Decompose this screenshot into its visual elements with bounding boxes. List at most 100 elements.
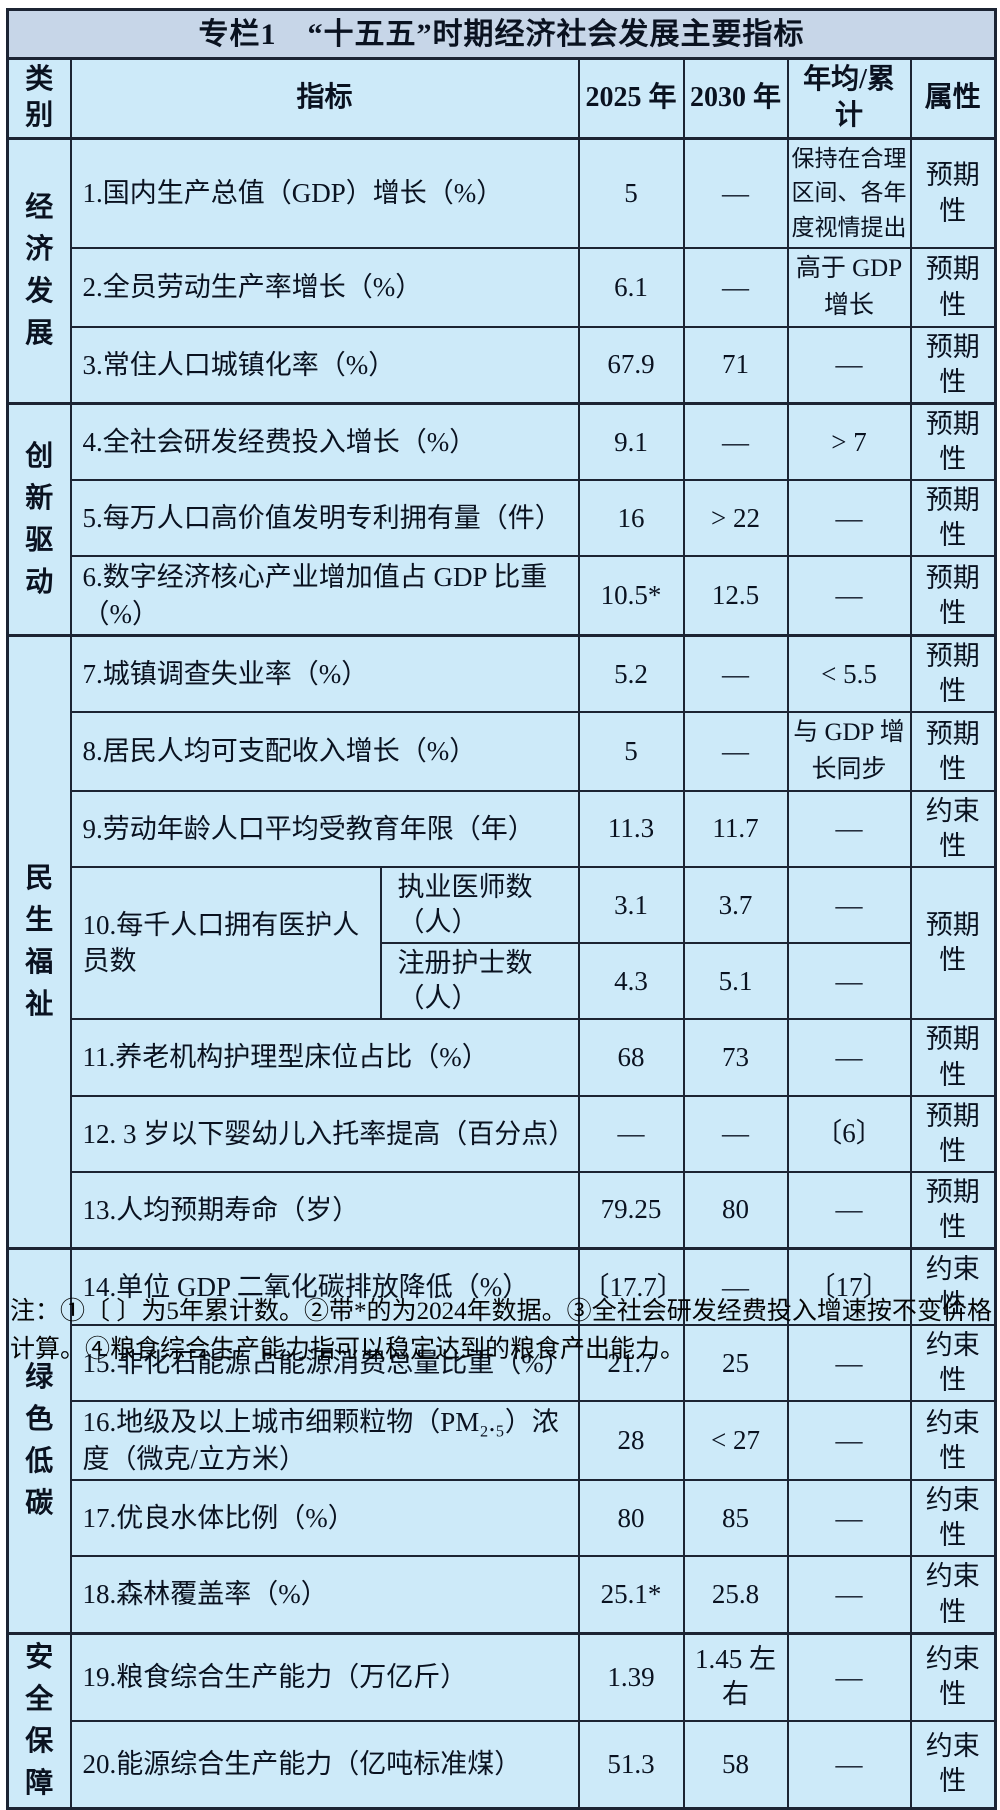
value-2030-cell: — (682, 247, 789, 328)
indicator-cell: 18.森林覆盖率（%） (69, 1555, 580, 1635)
indicator-cell: 16.地级及以上城市细颗粒物（PM₂.₅）浓度（微克/立方米） (69, 1400, 580, 1482)
value-2025-cell: 10.5* (577, 555, 685, 637)
value-2025-cell: 28 (577, 1400, 685, 1482)
table-row: 安全保障 19.粮食综合生产能力（万亿斤） 1.39 1.45 左右 — 约束性 (6, 1631, 997, 1810)
col-header-2025: 2025 年 (577, 57, 685, 140)
table-row: 3.常住人口城镇化率（%） 67.9 71 — 预期性 (8, 325, 997, 405)
value-2025-cell: 9.1 (577, 401, 685, 482)
value-2025-cell: 80 (577, 1479, 685, 1558)
value-2030-cell: 1.45 左右 (682, 1631, 789, 1722)
footnote: 注：①〔 〕为5年累计数。②带*的为2024年数据。③全社会研发经费投入增速按不… (10, 1298, 992, 1363)
indicator-cell: 17.优良水体比例（%） (69, 1479, 580, 1558)
title-row: 专栏1 “十五五”时期经济社会发展主要指标 (6, 8, 997, 60)
attr-cell: 预期性 (909, 401, 997, 482)
sub-indicator-cell: 注册护士数（人） (379, 942, 580, 1021)
table-row: 注册护士数（人） 4.3 5.1 — (8, 942, 996, 1021)
indicator-cell: 1.国内生产总值（GDP）增长（%） (69, 136, 580, 250)
indicator-cell: 7.城镇调查失业率（%） (69, 634, 580, 714)
indicator-cell: 2.全员劳动生产率增长（%） (69, 247, 580, 328)
value-2030-cell: 25.8 (682, 1555, 789, 1635)
table-row: 2.全员劳动生产率增长（%） 6.1 — 高于 GDP 增长 预期性 (8, 247, 997, 328)
value-2025-cell: 67.9 (577, 325, 685, 405)
avg-cell: — (786, 1719, 912, 1810)
value-2030-cell: 12.5 (682, 555, 789, 637)
attr-cell: 预期性 (909, 325, 997, 405)
value-2025-cell: 1.39 (577, 1631, 685, 1722)
attr-cell: 预期性 (909, 1170, 997, 1250)
avg-cell: 保持在合理区间、各年度视情提出 (786, 136, 912, 250)
value-2025-cell: 68 (577, 1018, 685, 1097)
col-header-2030: 2030 年 (682, 57, 789, 140)
value-2025-cell: 〔17.7〕 (577, 1247, 685, 1327)
table-row: 17.优良水体比例（%） 80 85 — 约束性 (8, 1479, 997, 1558)
value-2030-cell: — (682, 711, 789, 792)
value-2030-cell: 73 (682, 1018, 789, 1097)
value-2030-cell: — (682, 634, 789, 714)
value-2030-cell: 71 (682, 325, 789, 405)
avg-cell: — (786, 789, 912, 869)
attr-cell: 预期性 (909, 634, 997, 714)
value-2025-cell: 5 (577, 711, 685, 792)
table-row: 13.人均预期寿命（岁） 79.25 80 — 预期性 (8, 1170, 997, 1250)
attr-cell: 预期性 (909, 1094, 997, 1173)
value-2030-cell: 11.7 (682, 789, 789, 869)
value-2030-cell: 5.1 (682, 942, 789, 1021)
table-title: 专栏1 “十五五”时期经济社会发展主要指标 (6, 8, 997, 60)
indicator-cell: 4.全社会研发经费投入增长（%） (69, 401, 580, 482)
indicator-cell: 20.能源综合生产能力（亿吨标准煤） (69, 1719, 580, 1810)
avg-cell: 〔17〕 (786, 1247, 912, 1327)
attr-cell: 约束性 (909, 1719, 997, 1810)
table-row: 创新驱动 4.全社会研发经费投入增长（%） 9.1 — > 7 预期性 (6, 401, 997, 637)
attr-cell: 预期性 (909, 711, 997, 792)
table-row: 8.居民人均可支配收入增长（%） 5 — 与 GDP 增长同步 预期性 (8, 711, 997, 792)
attr-cell: 约束性 (909, 1247, 997, 1327)
avg-cell: — (786, 1018, 912, 1097)
col-header-category: 类别 (6, 57, 72, 140)
value-2025-cell: 3.1 (577, 866, 685, 945)
attr-cell: 约束性 (909, 1631, 997, 1722)
value-2030-cell: — (682, 1094, 789, 1173)
table-row: 民生福祉 7.城镇调查失业率（%） 5.2 — < 5.5 预期性 (6, 634, 997, 1250)
value-2025-cell: 6.1 (577, 247, 685, 328)
value-2025-cell: 16 (577, 479, 685, 558)
table-row: 10.每千人口拥有医护人员数 执业医师数（人） 3.1 3.7 — 预期性 (8, 866, 997, 1021)
indicator-cell: 11.养老机构护理型床位占比（%） (69, 1018, 580, 1097)
col-header-avg: 年均/累计 (786, 57, 912, 140)
avg-cell: < 5.5 (786, 634, 912, 714)
table-row: 经济发展 1.国内生产总值（GDP）增长（%） 5 — 保持在合理区间、各年度视… (6, 136, 997, 405)
avg-cell: 与 GDP 增长同步 (786, 711, 912, 792)
table-row: 20.能源综合生产能力（亿吨标准煤） 51.3 58 — 约束性 (8, 1719, 997, 1810)
table-row: 6.数字经济核心产业增加值占 GDP 比重（%） 10.5* 12.5 — 预期… (8, 555, 997, 637)
value-2025-cell: 25.1* (577, 1555, 685, 1635)
value-2030-cell: 3.7 (682, 866, 789, 945)
value-2030-cell: 80 (682, 1170, 789, 1250)
attr-cell: 预期性 (909, 247, 997, 328)
plan-indicators-table: 专栏1 “十五五”时期经济社会发展主要指标 类别 指标 2025 年 2030 … (6, 8, 998, 1810)
indicator-cell: 12. 3 岁以下婴幼儿入托率提高（百分点） (69, 1094, 580, 1173)
avg-cell: — (786, 1555, 912, 1635)
table-row: 9.劳动年龄人口平均受教育年限（年） 11.3 11.7 — 约束性 (8, 789, 997, 869)
col-header-indicator: 指标 (69, 57, 580, 140)
value-2030-cell: — (682, 1247, 789, 1327)
avg-cell: — (786, 1400, 912, 1482)
table-row: 11.养老机构护理型床位占比（%） 68 73 — 预期性 (8, 1018, 997, 1097)
value-2025-cell: 4.3 (577, 942, 685, 1021)
indicator-cell: 14.单位 GDP 二氧化碳排放降低（%） (69, 1247, 580, 1327)
value-2025-cell: 5.2 (577, 634, 685, 714)
avg-cell: — (786, 866, 912, 945)
indicator-cell: 6.数字经济核心产业增加值占 GDP 比重（%） (69, 555, 580, 637)
category-cell: 经济发展 (6, 136, 72, 405)
value-2030-cell: — (682, 401, 789, 482)
indicator-cell: 5.每万人口高价值发明专利拥有量（件） (69, 479, 580, 558)
attr-cell: 预期性 (909, 479, 997, 558)
avg-cell: — (786, 479, 912, 558)
attr-cell: 预期性 (909, 555, 997, 637)
value-2025-cell: 79.25 (577, 1170, 685, 1250)
avg-cell: — (786, 942, 912, 1021)
category-cell: 创新驱动 (6, 401, 72, 637)
avg-cell: — (786, 1170, 912, 1250)
value-2030-cell: — (682, 136, 789, 250)
avg-cell: — (786, 325, 912, 405)
table-row: 16.地级及以上城市细颗粒物（PM₂.₅）浓度（微克/立方米） 28 < 27 … (8, 1400, 997, 1482)
value-2030-cell: 58 (682, 1719, 789, 1810)
